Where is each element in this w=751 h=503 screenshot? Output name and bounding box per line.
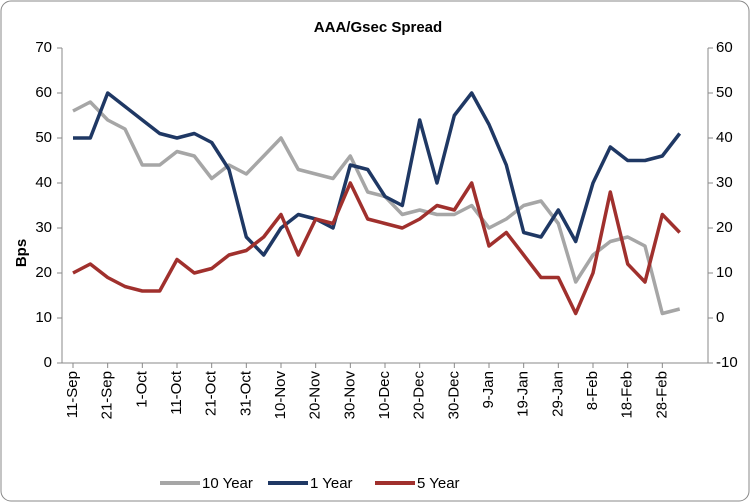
y2-tick-label: 20: [716, 219, 733, 236]
x-tick-label: 19-Jan: [515, 371, 532, 417]
y-tick-label: 30: [35, 219, 52, 236]
series-line: [73, 91, 682, 257]
x-tick-label: 11-Sep: [64, 371, 81, 418]
x-tick-label: 20-Nov: [307, 371, 324, 420]
x-tick-label: 9-Jan: [480, 371, 497, 409]
y-tick-label: 60: [35, 84, 52, 101]
y2-tick-label: 0: [716, 309, 724, 326]
legend-label: 5 Year: [417, 475, 460, 492]
y2-tick-label: 10: [716, 264, 733, 281]
x-tick-label: 10-Nov: [272, 371, 289, 420]
y-axis-label: Bps: [13, 239, 30, 267]
x-tick-label: 28-Feb: [653, 371, 670, 419]
y-tick-label: 10: [35, 309, 52, 326]
y2-tick-label: 30: [716, 174, 733, 191]
y-tick-label: 40: [35, 174, 52, 191]
x-tick-label: 30-Nov: [341, 371, 358, 420]
x-tick-label: 21-Sep: [99, 371, 116, 419]
x-tick-label: 18-Feb: [619, 371, 636, 419]
x-tick-label: 31-Oct: [237, 370, 254, 416]
x-tick-label: 29-Jan: [549, 371, 566, 417]
chart-title: AAA/Gsec Spread: [314, 19, 442, 36]
x-tick-label: 8-Feb: [584, 371, 601, 410]
y2-tick-label: 40: [716, 129, 733, 146]
series-line: [72, 181, 681, 316]
x-tick-label: 11-Oct: [168, 370, 185, 415]
x-tick-label: 20-Dec: [411, 371, 428, 420]
x-tick-label: 10-Dec: [376, 371, 393, 420]
y-tick-label: 70: [35, 39, 52, 56]
x-tick-label: 1-Oct: [133, 370, 150, 408]
y2-tick-label: 60: [716, 39, 733, 56]
y2-tick-label: 50: [716, 84, 733, 101]
legend-label: 10 Year: [202, 475, 253, 492]
x-tick-label: 30-Dec: [445, 371, 462, 420]
x-tick-label: 21-Oct: [203, 370, 220, 416]
y-tick-label: 50: [35, 129, 52, 146]
legend-label: 1 Year: [310, 475, 353, 492]
y2-tick-label: -10: [716, 354, 738, 371]
series-line: [72, 100, 681, 316]
y-tick-label: 20: [35, 264, 52, 281]
y-tick-label: 0: [44, 354, 52, 371]
